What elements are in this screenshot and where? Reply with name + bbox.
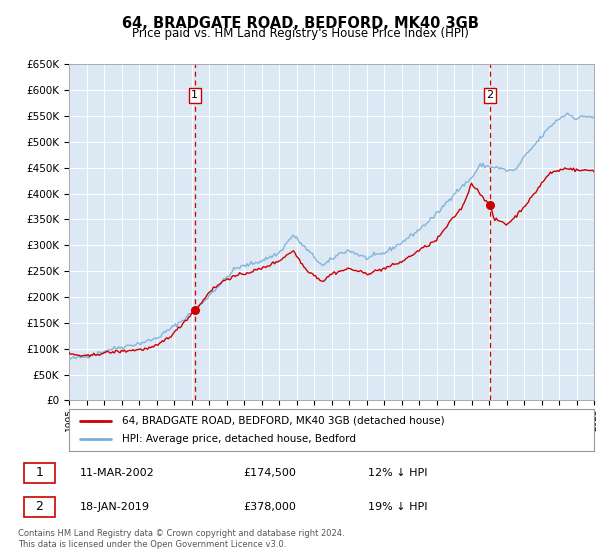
Text: HPI: Average price, detached house, Bedford: HPI: Average price, detached house, Bedf… bbox=[121, 434, 355, 444]
Text: 19% ↓ HPI: 19% ↓ HPI bbox=[368, 502, 427, 511]
FancyBboxPatch shape bbox=[23, 463, 55, 483]
Text: Price paid vs. HM Land Registry's House Price Index (HPI): Price paid vs. HM Land Registry's House … bbox=[131, 27, 469, 40]
Text: 11-MAR-2002: 11-MAR-2002 bbox=[80, 468, 155, 478]
Text: 12% ↓ HPI: 12% ↓ HPI bbox=[368, 468, 427, 478]
Text: 64, BRADGATE ROAD, BEDFORD, MK40 3GB (detached house): 64, BRADGATE ROAD, BEDFORD, MK40 3GB (de… bbox=[121, 416, 444, 426]
Text: £174,500: £174,500 bbox=[244, 468, 296, 478]
Text: 18-JAN-2019: 18-JAN-2019 bbox=[80, 502, 150, 511]
Text: Contains HM Land Registry data © Crown copyright and database right 2024.
This d: Contains HM Land Registry data © Crown c… bbox=[18, 529, 344, 549]
Text: 2: 2 bbox=[487, 90, 493, 100]
FancyBboxPatch shape bbox=[23, 497, 55, 516]
Text: 1: 1 bbox=[35, 466, 43, 479]
Text: 2: 2 bbox=[35, 500, 43, 513]
Text: 64, BRADGATE ROAD, BEDFORD, MK40 3GB: 64, BRADGATE ROAD, BEDFORD, MK40 3GB bbox=[122, 16, 478, 31]
Text: £378,000: £378,000 bbox=[244, 502, 296, 511]
Text: 1: 1 bbox=[191, 90, 199, 100]
